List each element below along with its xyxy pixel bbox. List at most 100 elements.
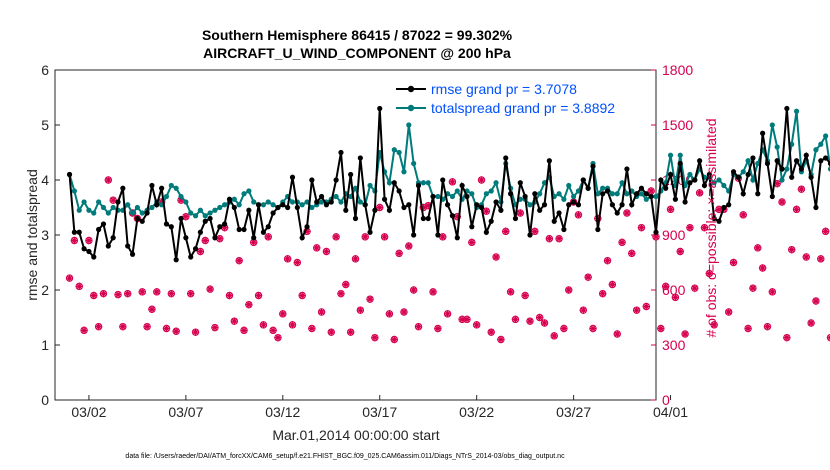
rmse-point	[721, 204, 727, 211]
obs-assimilated-point	[516, 209, 524, 217]
obs-assimilated-point	[361, 233, 369, 241]
rmse-point	[71, 229, 77, 235]
spread-point	[566, 182, 572, 189]
spread-point	[483, 191, 489, 197]
spread-point	[454, 188, 460, 194]
spread-point	[643, 196, 649, 202]
obs-assimilated-point	[414, 323, 423, 331]
rmse-point	[391, 180, 397, 186]
spread-point	[139, 210, 145, 216]
obs-assimilated-point	[763, 323, 772, 331]
obs-assimilated-point	[608, 280, 616, 289]
rmse-point	[207, 215, 213, 222]
rmse-point	[440, 177, 446, 183]
rmse-point	[430, 193, 436, 200]
rmse-point	[789, 174, 795, 180]
spread-point	[265, 199, 271, 205]
obs-assimilated-point	[187, 290, 195, 298]
rmse-point	[527, 232, 533, 238]
rmse-point	[192, 246, 199, 252]
obs-assimilated-point	[788, 246, 796, 254]
obs-assimilated-point	[463, 315, 471, 323]
y-right-tick-label: 300	[662, 337, 686, 353]
obs-assimilated-point	[443, 310, 452, 318]
spread-point	[527, 202, 533, 208]
rmse-point	[134, 215, 140, 222]
spread-point	[231, 196, 237, 202]
obs-assimilated-point	[400, 308, 408, 316]
y-axis-left-label: rmse and totalspread	[24, 169, 40, 301]
rmse-point	[343, 207, 349, 213]
x-tick-label: 04/01	[653, 404, 688, 420]
obs-assimilated-point	[250, 238, 258, 246]
obs-assimilated-point	[802, 253, 810, 261]
obs-assimilated-point	[657, 324, 665, 333]
spread-point	[105, 210, 111, 216]
spread-point	[488, 188, 494, 194]
rmse-point	[459, 182, 465, 189]
obs-assimilated-point	[696, 189, 704, 197]
spread-point	[202, 213, 208, 219]
obs-assimilated-point	[705, 269, 713, 278]
chart-title: Southern Hemisphere 86415 / 87022 = 99.3…	[202, 27, 513, 43]
rmse-point	[474, 202, 480, 208]
obs-assimilated-point	[371, 334, 379, 342]
spread-point	[178, 193, 184, 200]
spread-point	[357, 199, 363, 205]
spread-point	[236, 202, 242, 208]
obs-assimilated-point	[65, 274, 74, 282]
obs-assimilated-point	[792, 205, 801, 213]
obs-assimilated-point	[259, 321, 268, 329]
obs-assimilated-point	[351, 255, 360, 263]
obs-assimilated-point	[739, 211, 747, 219]
rmse-point	[260, 229, 267, 235]
rmse-point	[178, 215, 184, 222]
obs-assimilated-point	[385, 310, 394, 318]
rmse-point	[289, 174, 296, 180]
y-left-tick-label: 0	[41, 392, 49, 408]
rmse-point	[115, 199, 121, 205]
obs-assimilated-point	[555, 235, 563, 243]
obs-assimilated-point	[109, 196, 117, 204]
legend-rmse-marker	[407, 85, 415, 93]
spread-point	[827, 166, 830, 172]
rmse-point	[280, 202, 286, 208]
obs-assimilated-point	[429, 288, 437, 296]
obs-assimilated-point	[124, 290, 132, 298]
obs-assimilated-point	[182, 213, 190, 221]
y-left-tick-label: 4	[41, 172, 49, 188]
spread-point	[769, 122, 775, 128]
rmse-point	[362, 202, 368, 208]
spread-point	[299, 202, 305, 208]
spread-point	[774, 144, 780, 150]
spread-point	[556, 191, 562, 197]
rmse-point	[348, 171, 354, 178]
rmse-point	[386, 207, 393, 213]
spread-point	[163, 193, 170, 200]
obs-assimilated-point	[70, 236, 78, 245]
rmse-point	[551, 218, 557, 224]
rmse-point	[677, 160, 683, 167]
rmse-point	[81, 246, 87, 252]
rmse-point	[682, 199, 688, 205]
obs-assimilated-point	[618, 238, 626, 246]
rmse-point	[507, 191, 514, 197]
obs-assimilated-point	[603, 257, 612, 265]
rmse-point	[585, 185, 591, 191]
obs-assimilated-point	[536, 313, 544, 322]
rmse-point	[469, 224, 475, 230]
obs-assimilated-point	[686, 224, 694, 232]
obs-assimilated-point	[347, 328, 355, 336]
rmse-point	[246, 207, 252, 213]
y-right-tick-label: 0	[662, 392, 670, 408]
rmse-point	[619, 202, 625, 208]
rmse-point	[658, 177, 664, 183]
obs-assimilated-point	[153, 288, 161, 296]
spread-point	[338, 199, 344, 205]
obs-assimilated-point	[366, 295, 374, 303]
obs-assimilated-point	[322, 247, 331, 256]
spread-point	[251, 199, 257, 205]
obs-assimilated-point	[356, 306, 364, 314]
legend-spread-marker	[407, 104, 415, 112]
spread-point	[188, 210, 194, 216]
